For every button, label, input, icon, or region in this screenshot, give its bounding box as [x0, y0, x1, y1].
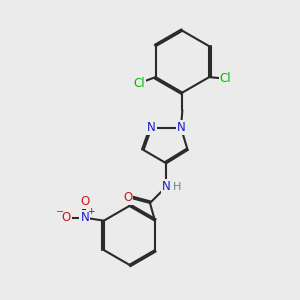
- Text: N: N: [147, 122, 156, 134]
- Text: N: N: [176, 122, 185, 134]
- Text: Cl: Cl: [134, 76, 145, 89]
- Text: H: H: [173, 182, 182, 192]
- Text: N: N: [162, 180, 171, 193]
- Text: Cl: Cl: [220, 72, 231, 85]
- Text: +: +: [87, 207, 94, 216]
- Text: O: O: [123, 190, 133, 204]
- Text: O: O: [80, 195, 89, 208]
- Text: −: −: [56, 207, 64, 217]
- Text: O: O: [62, 211, 71, 224]
- Text: N: N: [80, 211, 89, 224]
